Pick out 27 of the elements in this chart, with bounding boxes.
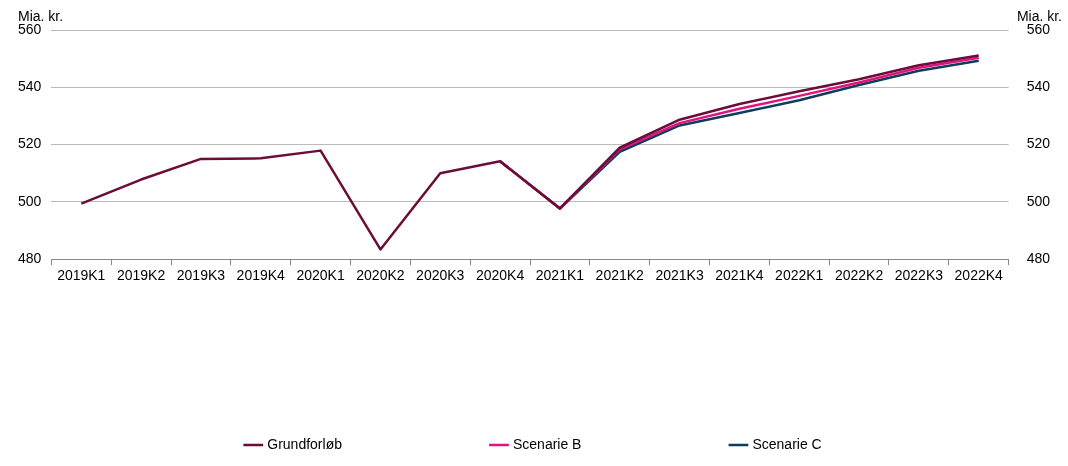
legend-label: Scenarie B (512, 435, 582, 452)
y-tick-label: 540 (18, 78, 42, 95)
x-tick-label: 2020K3 (416, 267, 465, 284)
x-tick-label: 2021K2 (595, 267, 645, 284)
x-tick-label: 2021K3 (655, 267, 704, 284)
x-tick-label: 2019K3 (176, 267, 226, 284)
x-tick-label: 2022K4 (954, 267, 1004, 284)
x-tick-label: 2022K1 (775, 267, 824, 284)
x-tick-label: 2022K3 (894, 267, 944, 284)
legend-label: Scenarie C (752, 435, 822, 452)
y2-tick-label: 540 (1026, 78, 1051, 95)
x-tick-label: 2021K4 (715, 267, 764, 284)
y-tick-label: 480 (18, 250, 42, 267)
x-tick-label: 2019K2 (116, 267, 166, 284)
x-tick-label: 2020K4 (475, 267, 525, 284)
x-tick-label: 2022K2 (834, 267, 884, 284)
x-tick-label: 2019K4 (236, 267, 286, 284)
x-tick-label: 2020K1 (296, 267, 345, 284)
y2-tick-label: 500 (1026, 192, 1051, 209)
y-tick-label: 520 (18, 135, 42, 152)
y-tick-label: 500 (18, 192, 42, 209)
x-tick-label: 2020K2 (356, 267, 405, 284)
y2-tick-label: 520 (1026, 135, 1051, 152)
x-tick-label: 2021K1 (535, 267, 585, 284)
x-tick-label: 2019K1 (57, 267, 106, 284)
legend-label: Grundforløb (267, 435, 343, 452)
y2-tick-label: 480 (1026, 250, 1051, 267)
